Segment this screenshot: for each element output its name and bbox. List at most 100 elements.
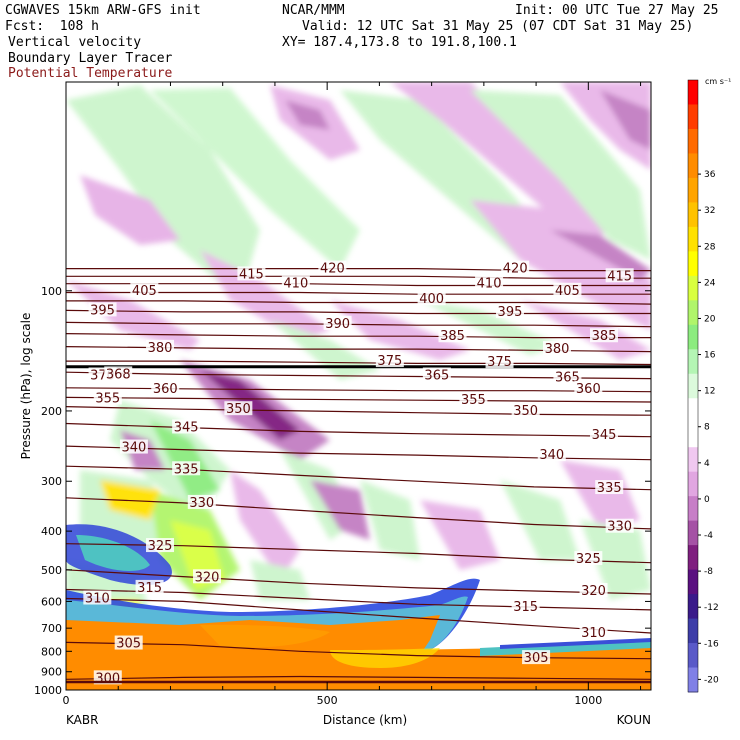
theta-label: 375 [377, 354, 402, 369]
colorbar-tick-label: 36 [704, 170, 716, 180]
colorbar-units: cm s⁻¹ [705, 77, 731, 86]
theta-label: 320 [581, 584, 606, 599]
theta-label-bg [83, 590, 112, 605]
theta-label-bg [542, 341, 571, 356]
init-time: Init: 00 UTC Tue 27 May 25 [515, 3, 719, 18]
colorbar-tick-label: -12 [704, 603, 719, 613]
field-vertical-velocity: Vertical velocity [8, 35, 142, 50]
colorbar-tick-label: 20 [704, 314, 716, 324]
isentrope-420 [66, 268, 651, 272]
y-axis-ticks: 100 200 300 400 500 600 700 800 900 1000 [34, 285, 651, 697]
colorbar-tick-label: -16 [704, 639, 719, 649]
x-axis-label: Distance (km) [323, 713, 407, 727]
isentrope-390 [66, 321, 651, 328]
theta-label-bg [574, 380, 603, 395]
theta-label: 380 [148, 341, 173, 356]
colorbar-swatch [688, 324, 698, 350]
theta-label-bg [88, 302, 117, 317]
theta-label-bg [151, 380, 180, 395]
theta-label-bg [375, 353, 404, 368]
theta-label: 385 [440, 329, 465, 344]
colorbar-swatch [688, 80, 698, 105]
theta-label-bg [579, 583, 608, 598]
colorbar-swatch [688, 471, 698, 497]
theta-label-bg [522, 650, 551, 665]
isentrope-355 [66, 396, 651, 403]
y-tick-label: 200 [41, 405, 62, 418]
colorbar-swatch [688, 128, 698, 154]
colorbar-tick-label: -20 [704, 675, 719, 685]
colorbar-swatch [688, 618, 698, 644]
y-tick-label: 300 [41, 475, 62, 488]
theta-label-bg [595, 480, 624, 495]
colorbar-swatch [688, 300, 698, 326]
theta-label: 375 [487, 355, 512, 370]
theta-label: 405 [132, 284, 157, 299]
isentrope-345 [66, 422, 651, 438]
colorbar-swatch [688, 643, 698, 669]
theta-label-bg [114, 635, 143, 650]
theta-label-bg [281, 275, 310, 290]
theta-label-bg [119, 439, 148, 454]
theta-label: 340 [539, 448, 564, 463]
y-axis-label: Pressure (hPa), log scale [19, 313, 33, 460]
x-tick-label: 500 [317, 694, 338, 707]
right-endpoint-label: KOUN [617, 713, 651, 727]
colorbar-swatch [688, 275, 698, 301]
theta-label-bg [605, 518, 634, 533]
theta-label: 410 [283, 277, 308, 292]
colorbar-swatch [688, 569, 698, 595]
cross-section-endpoints: XY= 187.4,173.8 to 191.8,100.1 [282, 35, 517, 50]
theta-label: 335 [174, 462, 199, 477]
y-tick-label: 900 [41, 666, 62, 679]
theta-label-bg [193, 569, 222, 584]
theta-label-bg [323, 315, 352, 330]
valid-time: Valid: 12 UTC Sat 31 May 25 (07 CDT Sat … [302, 19, 694, 34]
colorbar-swatch [688, 594, 698, 620]
isentrope-350 [66, 406, 651, 416]
theta-label: 305 [524, 651, 549, 666]
theta-label: 330 [189, 496, 214, 511]
theta-label-bg [511, 402, 540, 417]
colorbar-tick-label: 12 [704, 387, 715, 397]
theta-label-bg [130, 282, 159, 297]
theta-label: 315 [513, 600, 538, 615]
isentrope-400 [66, 300, 651, 305]
theta-label: 350 [226, 402, 251, 417]
theta-label: 310 [581, 626, 606, 641]
colorbar-swatch [688, 373, 698, 399]
left-endpoint-label: KABR [66, 713, 98, 727]
theta-label: 390 [325, 317, 350, 332]
field-boundary-layer-tracer: Boundary Layer Tracer [8, 51, 173, 66]
theta-label-bg [589, 427, 618, 442]
theta-label-bg [422, 367, 451, 382]
isentrope-395 [66, 309, 651, 315]
theta-label: 365 [424, 368, 449, 383]
colorbar-swatch [688, 422, 698, 448]
theta-label: 405 [555, 284, 580, 299]
theta-label: 395 [90, 303, 115, 318]
theta-label: 300 [95, 671, 120, 686]
y-tick-label: 100 [41, 285, 62, 298]
colorbar-tick-label: 24 [704, 278, 716, 288]
colorbar-swatch [688, 349, 698, 375]
theta-label-bg [172, 461, 201, 476]
colorbar-tick-label: 0 [704, 495, 710, 505]
theta-label-bg [574, 551, 603, 566]
colorbar-swatch [688, 496, 698, 522]
colorbar-swatch [688, 447, 698, 473]
theta-label-bg [93, 390, 122, 405]
theta-label: 400 [419, 292, 444, 307]
colorbar-tick-label: 4 [704, 459, 710, 469]
theta-label-bg [511, 599, 540, 614]
colorbar-tick-label: -4 [704, 531, 713, 541]
x-tick-label: 1000 [574, 694, 602, 707]
isentrope-300 [66, 675, 651, 680]
colorbar-swatch [688, 177, 698, 203]
theta-label-bg [318, 260, 347, 275]
isentrope-385 [66, 333, 651, 339]
colorbar-tick-label: 8 [704, 423, 710, 433]
theta-label: 380 [545, 342, 570, 357]
isentrope-305 [66, 641, 651, 660]
theta-label: 410 [477, 277, 502, 292]
